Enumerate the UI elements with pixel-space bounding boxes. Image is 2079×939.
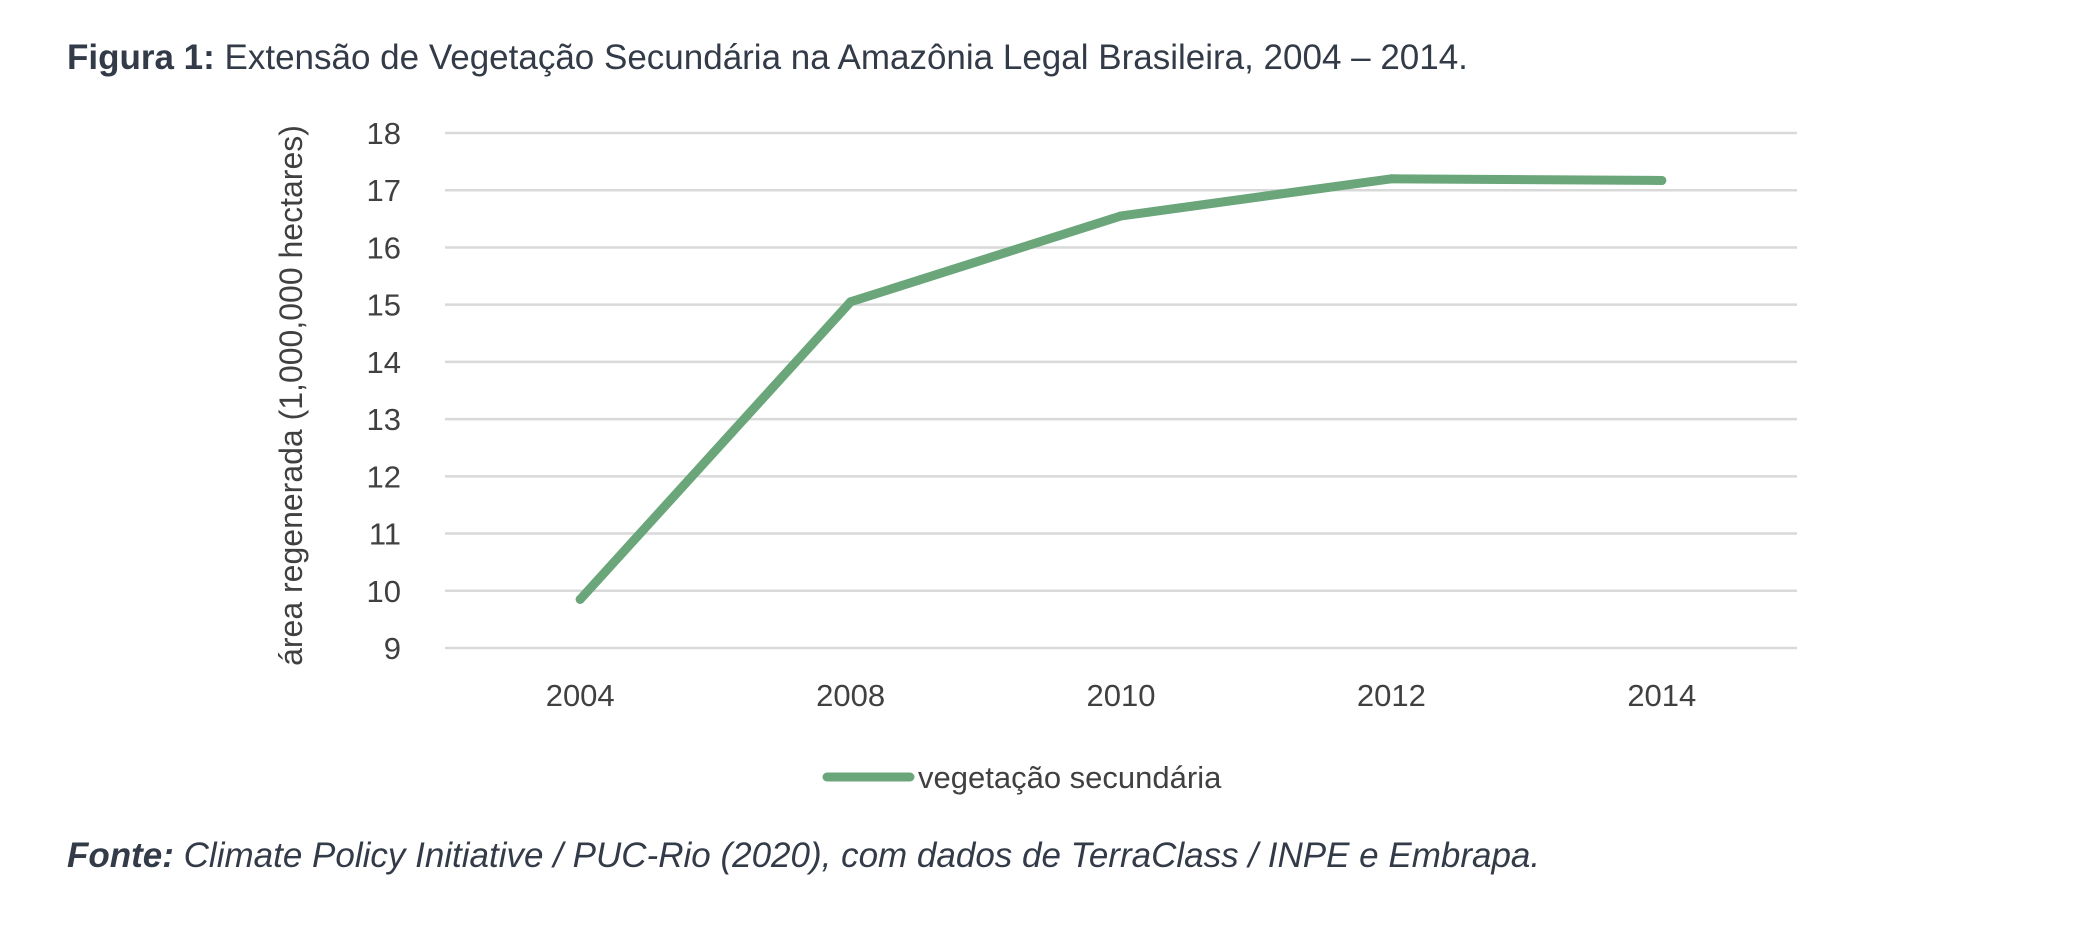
y-tick-label: 10 xyxy=(367,574,401,609)
y-axis-label: área regenerada (1,000,000 hectares) xyxy=(273,125,309,666)
x-tick-label: 2008 xyxy=(816,678,885,713)
y-tick-label: 15 xyxy=(367,288,401,323)
data-point xyxy=(1116,211,1126,221)
x-axis-ticks: 2004 2008 2010 2012 2014 xyxy=(546,678,1697,713)
figure-label: Figura 1: xyxy=(67,38,215,77)
series-line-0 xyxy=(575,174,1667,604)
figure-title: Figura 1: Extensão de Vegetação Secundár… xyxy=(67,36,1468,80)
y-tick-label: 9 xyxy=(384,631,401,666)
data-point xyxy=(1386,174,1396,184)
legend-label: vegetação secundária xyxy=(918,760,1222,795)
x-tick-label: 2010 xyxy=(1087,678,1156,713)
data-point xyxy=(1657,175,1667,185)
series-layer xyxy=(575,174,1667,604)
data-point xyxy=(846,297,856,307)
y-tick-label: 12 xyxy=(367,459,401,494)
x-tick-label: 2012 xyxy=(1357,678,1426,713)
source-note: Fonte: Climate Policy Initiative / PUC-R… xyxy=(67,834,1540,878)
y-axis-ticks: 9 10 11 12 13 14 15 16 17 18 xyxy=(367,116,401,666)
y-tick-label: 13 xyxy=(367,402,401,437)
y-tick-label: 16 xyxy=(367,230,401,265)
gridlines xyxy=(445,131,1797,650)
figure-title-text: Extensão de Vegetação Secundária na Amaz… xyxy=(214,38,1468,77)
source-label: Fonte: xyxy=(67,836,174,875)
source-text: Climate Policy Initiative / PUC-Rio (202… xyxy=(173,836,1541,875)
y-tick-label: 14 xyxy=(367,345,401,380)
x-tick-label: 2004 xyxy=(546,678,615,713)
y-tick-label: 18 xyxy=(367,116,401,151)
data-point xyxy=(575,594,585,604)
y-tick-label: 17 xyxy=(367,173,401,208)
y-tick-label: 11 xyxy=(369,517,401,552)
legend: vegetação secundária xyxy=(822,760,1222,795)
x-tick-label: 2014 xyxy=(1627,678,1696,713)
